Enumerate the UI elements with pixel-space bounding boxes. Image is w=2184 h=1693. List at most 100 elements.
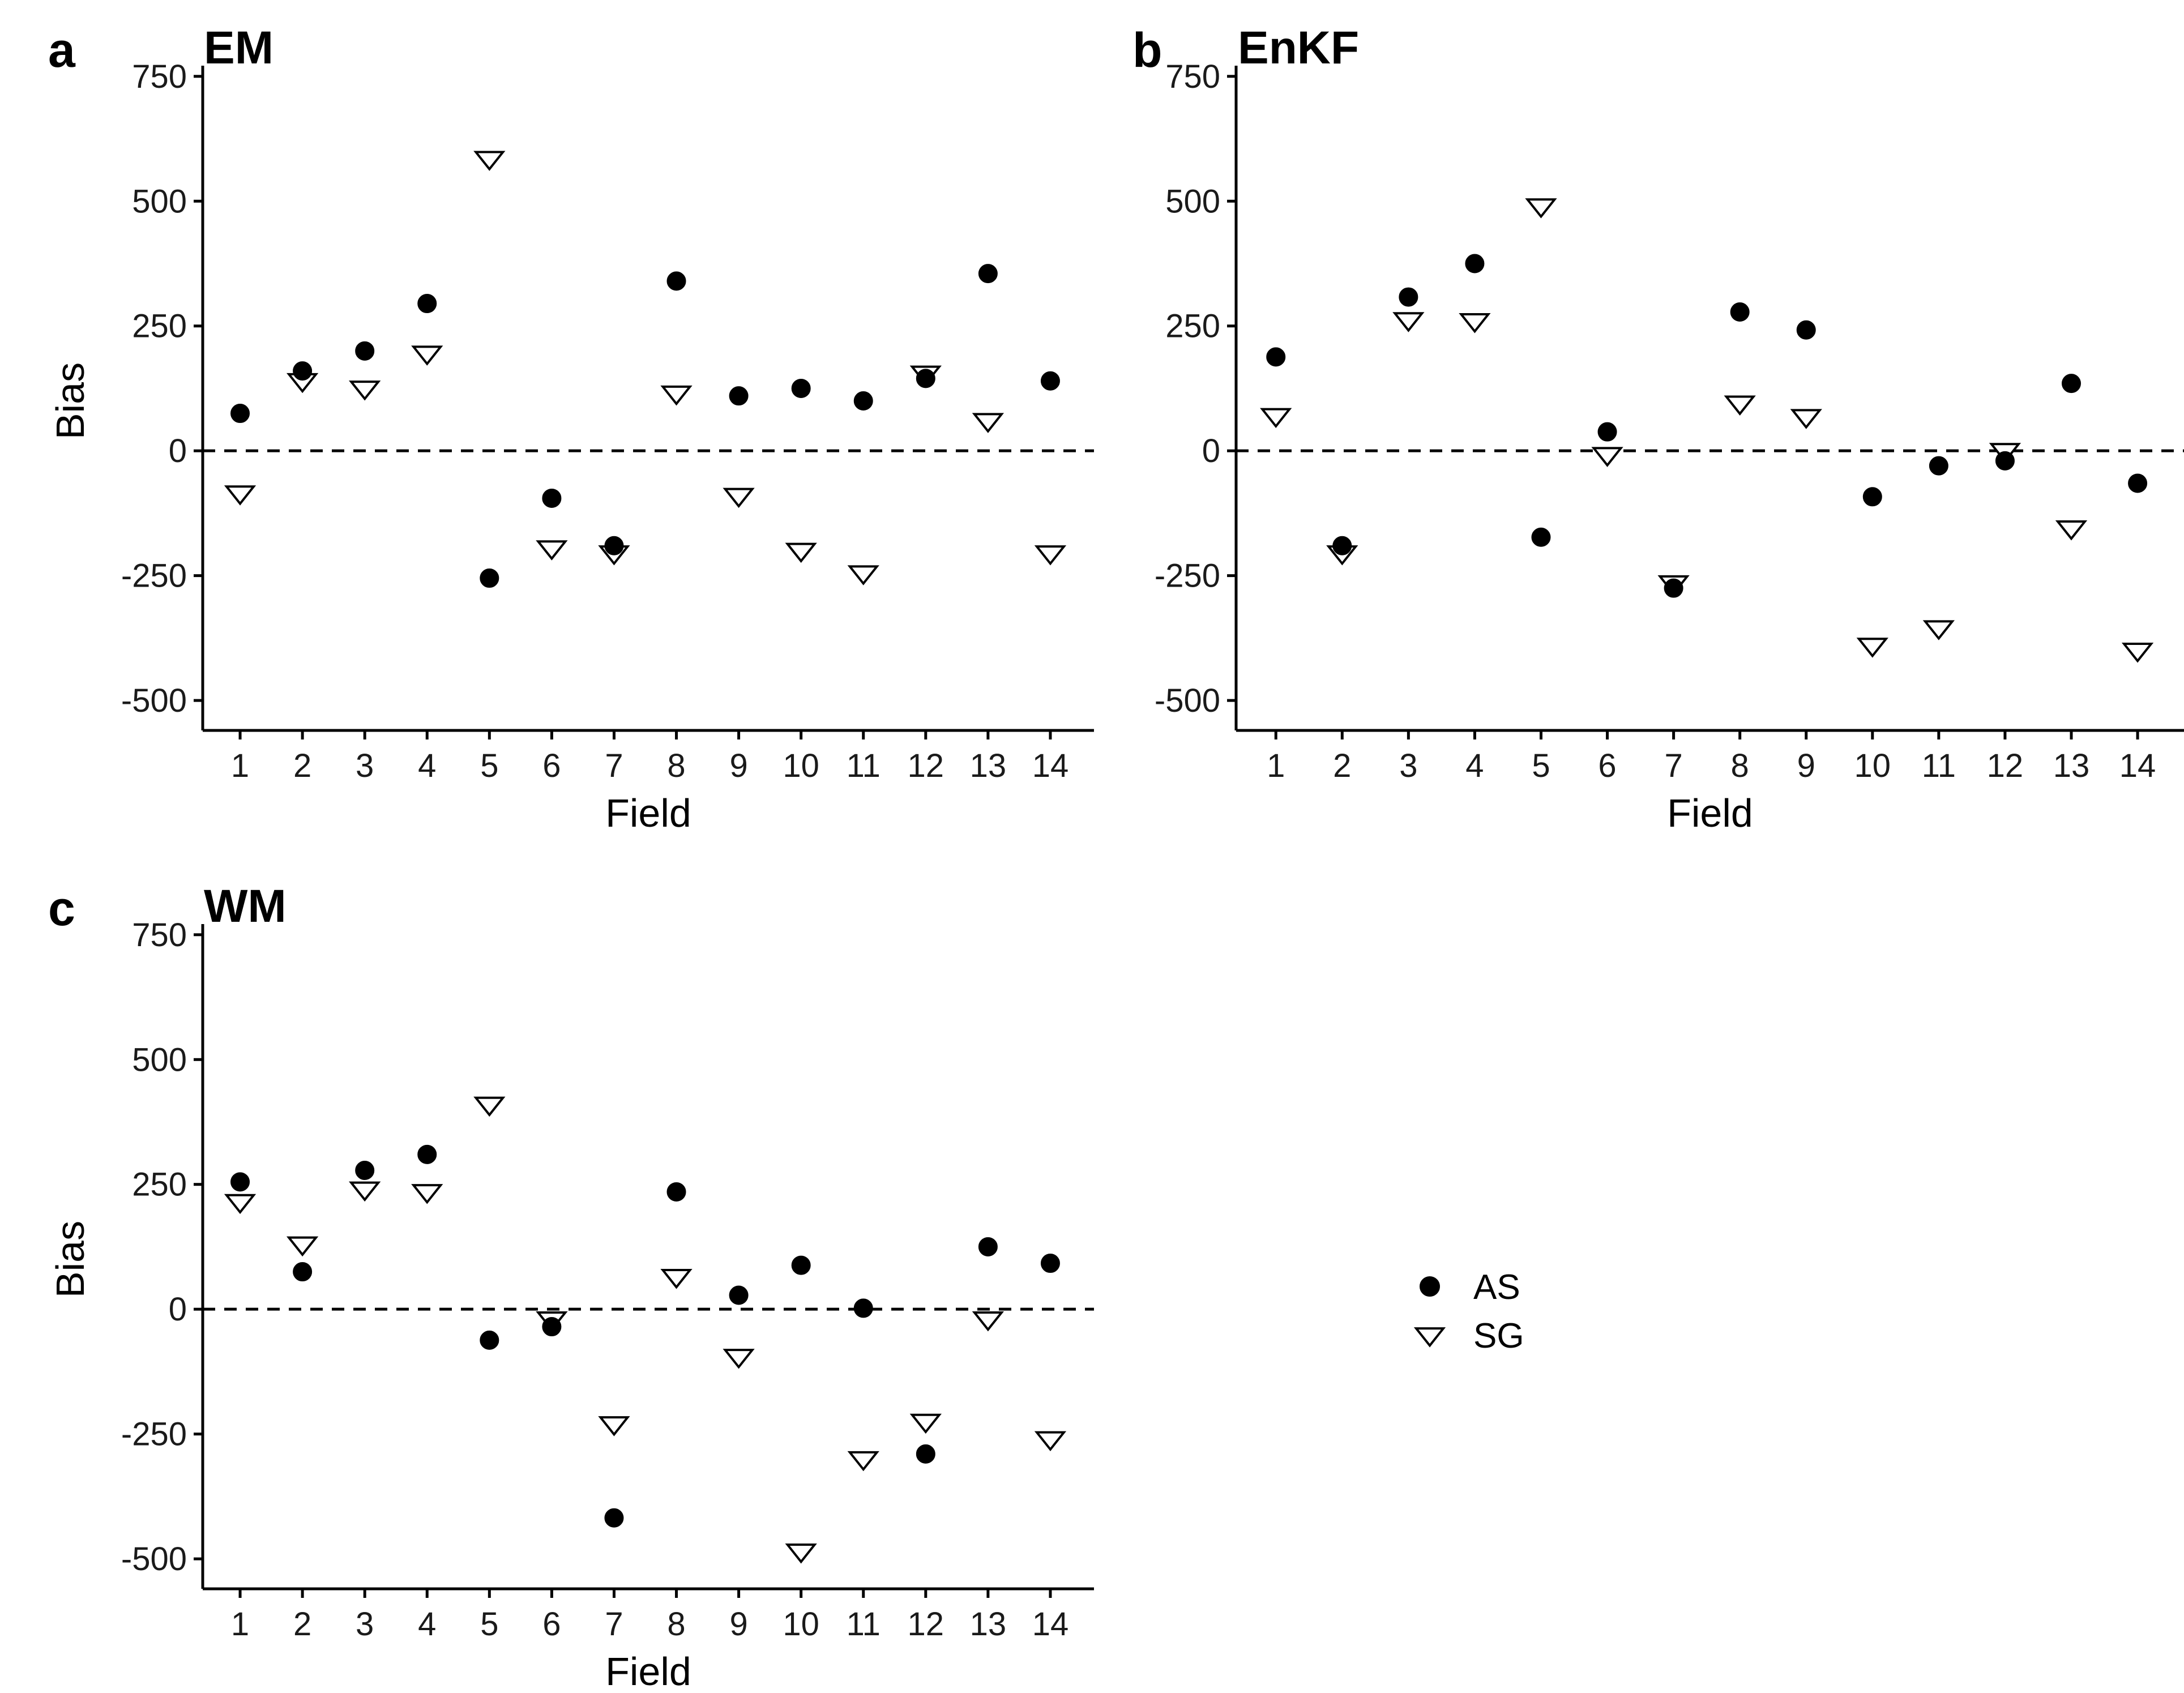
as-point — [666, 1182, 686, 1202]
as-point — [978, 264, 998, 284]
as-point — [916, 1444, 935, 1464]
x-tick-label: 2 — [293, 747, 311, 784]
x-tick-label: 14 — [1032, 1606, 1069, 1643]
as-point — [791, 378, 811, 398]
x-tick-label: 12 — [908, 1606, 944, 1643]
x-tick-label: 13 — [970, 747, 1007, 784]
as-point — [1862, 487, 1882, 507]
legend-item-as: AS — [1420, 1268, 1520, 1307]
as-point — [1531, 527, 1551, 547]
sg-point — [349, 1181, 381, 1202]
x-tick-label: 6 — [1598, 747, 1616, 784]
y-tick-label: 750 — [132, 58, 187, 95]
y-tick-label: 250 — [132, 1166, 187, 1203]
legend-sg-marker — [1413, 1327, 1446, 1348]
x-tick-label: 6 — [542, 747, 561, 784]
y-tick-label: 0 — [1202, 433, 1220, 469]
as-point — [293, 1262, 313, 1282]
x-tick-label: 7 — [605, 747, 623, 784]
as-point — [542, 1317, 562, 1337]
as-point — [1995, 451, 2015, 471]
as-point — [417, 294, 437, 314]
panel-title: EnKF — [1238, 22, 1359, 74]
sg-point — [847, 565, 879, 585]
as-point — [1664, 578, 1683, 598]
y-axis-title: Bias — [48, 1221, 92, 1298]
x-tick-label: 2 — [1333, 747, 1351, 784]
sg-point — [1034, 1431, 1067, 1452]
legend-item-sg: SG — [1413, 1316, 1524, 1356]
sg-point — [909, 1413, 942, 1434]
x-axis-title: Field — [605, 791, 691, 835]
x-tick-label: 1 — [231, 747, 249, 784]
as-point — [729, 386, 749, 406]
as-point — [604, 1508, 624, 1528]
x-tick-label: 5 — [480, 1606, 498, 1643]
legend: AS SG — [1413, 1268, 1524, 1356]
x-tick-label: 1 — [1267, 747, 1285, 784]
x-tick-label: 14 — [2119, 747, 2156, 784]
sg-point — [1591, 447, 1623, 467]
as-point — [916, 369, 935, 388]
sg-point — [2121, 643, 2154, 663]
x-tick-label: 2 — [293, 1606, 311, 1643]
y-tick-label: 0 — [169, 433, 187, 469]
as-point — [542, 488, 562, 508]
x-tick-label: 7 — [605, 1606, 623, 1643]
as-point — [1040, 1254, 1060, 1273]
x-tick-label: 4 — [418, 1606, 436, 1643]
y-tick-label: 750 — [132, 917, 187, 954]
as-point — [355, 341, 375, 361]
sg-point — [1260, 408, 1292, 429]
x-tick-label: 12 — [908, 747, 944, 784]
y-tick-label: -500 — [1155, 682, 1220, 719]
y-axis-title: Bias — [48, 362, 92, 439]
as-point — [480, 568, 499, 588]
as-point — [791, 1255, 811, 1275]
sg-point — [1525, 198, 1557, 219]
x-tick-label: 13 — [2053, 747, 2090, 784]
y-tick-label: 250 — [1165, 308, 1220, 345]
sg-point — [473, 151, 506, 171]
legend-label: AS — [1473, 1268, 1520, 1307]
sg-point — [411, 345, 443, 366]
sg-point — [349, 381, 381, 401]
sg-point — [785, 542, 817, 563]
x-axis-title: Field — [1667, 791, 1753, 835]
x-tick-label: 9 — [729, 747, 747, 784]
as-point — [1929, 456, 1948, 476]
x-tick-label: 4 — [418, 747, 436, 784]
y-tick-label: 500 — [1165, 183, 1220, 220]
x-tick-label: 5 — [480, 747, 498, 784]
sg-point — [972, 413, 1005, 433]
as-point — [2061, 374, 2081, 394]
sg-point — [224, 1194, 257, 1215]
x-tick-label: 9 — [729, 1606, 747, 1643]
x-tick-label: 11 — [1922, 747, 1956, 784]
as-point — [1332, 536, 1352, 555]
sg-point — [660, 1268, 693, 1289]
y-tick-label: 0 — [169, 1291, 187, 1328]
sg-point — [723, 1349, 755, 1369]
sg-point — [473, 1096, 506, 1117]
x-tick-label: 8 — [1731, 747, 1749, 784]
as-point — [978, 1237, 998, 1256]
y-tick-label: 750 — [1165, 58, 1220, 95]
sg-point — [1034, 545, 1067, 566]
as-point — [2128, 473, 2148, 493]
x-tick-label: 11 — [847, 747, 881, 784]
as-point — [1465, 254, 1485, 273]
y-tick-label: -250 — [121, 1416, 187, 1453]
y-tick-label: 250 — [132, 308, 187, 345]
sg-point — [785, 1543, 817, 1564]
as-point — [355, 1161, 375, 1181]
x-tick-label: 13 — [970, 1606, 1007, 1643]
sg-point — [286, 1236, 319, 1257]
as-point — [1730, 302, 1750, 322]
as-point — [1796, 320, 1816, 340]
sg-point — [2055, 520, 2088, 541]
